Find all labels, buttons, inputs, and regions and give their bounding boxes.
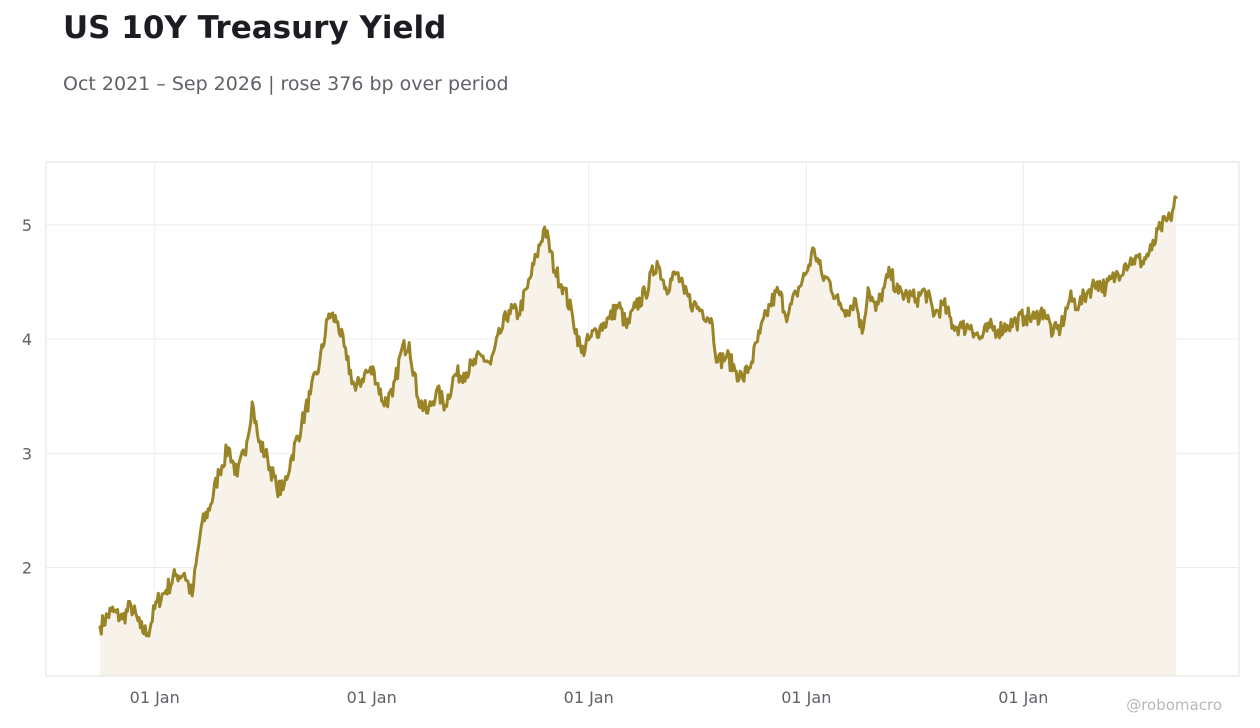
x-tick-label: 01 Jan: [998, 688, 1048, 707]
y-tick-label: 3: [22, 444, 32, 463]
x-tick-label: 01 Jan: [781, 688, 831, 707]
x-tick-label: 01 Jan: [347, 688, 397, 707]
x-tick-label: 01 Jan: [564, 688, 614, 707]
x-axis-ticks: 01 Jan 01 Jan 01 Jan 01 Jan 01 Jan: [130, 688, 1049, 707]
y-axis-ticks: 2 3 4 5: [22, 216, 32, 578]
watermark: @robomacro: [1126, 696, 1222, 714]
chart-subtitle: Oct 2021 – Sep 2026 | rose 376 bp over p…: [63, 73, 509, 95]
y-tick-label: 4: [22, 330, 32, 349]
x-tick-label: 01 Jan: [130, 688, 180, 707]
plot-frame: [45, 161, 1240, 677]
area-fill: [100, 196, 1177, 677]
chart-title: US 10Y Treasury Yield: [63, 10, 447, 46]
yield-series-line: [98, 195, 1178, 638]
y-tick-label: 5: [22, 216, 32, 235]
y-tick-label: 2: [22, 558, 32, 577]
